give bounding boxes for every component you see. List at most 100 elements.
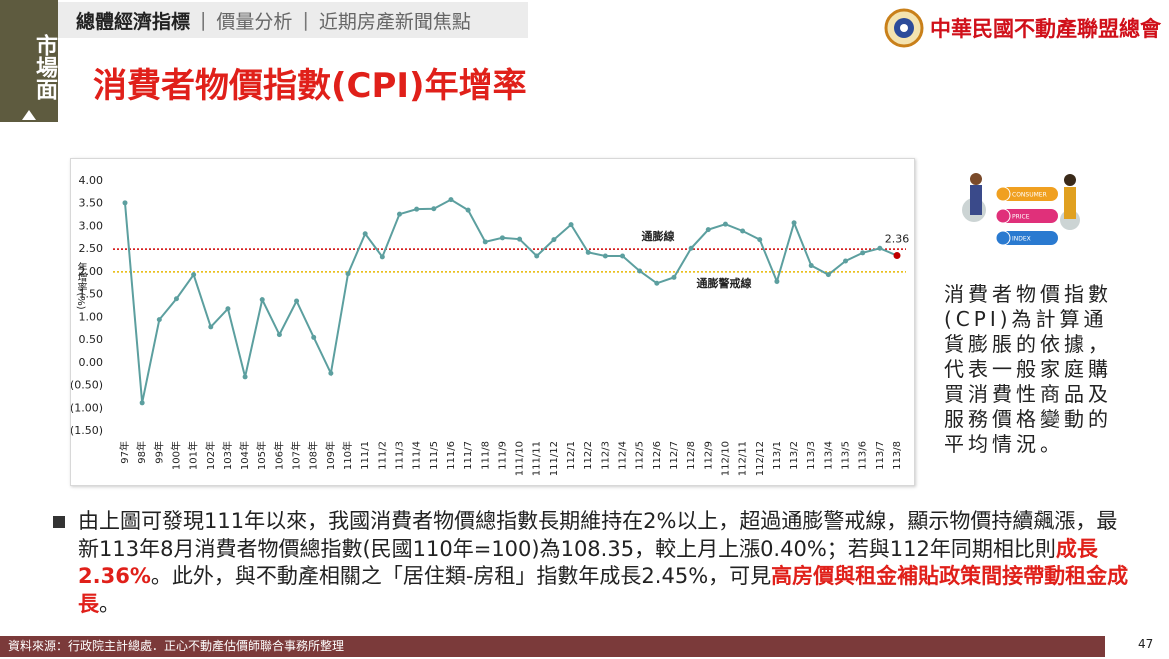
data-point — [465, 207, 471, 213]
side-tab-arrow — [22, 110, 36, 120]
y-axis-label: 年增率(%) — [75, 261, 87, 310]
x-tick-label: 111/5 — [429, 441, 440, 470]
y-tick-label: 3.50 — [79, 197, 104, 210]
data-point — [860, 250, 866, 256]
x-tick-label: 101年 — [187, 441, 200, 470]
illustration-text: PRICE — [1012, 214, 1030, 221]
data-point — [688, 245, 694, 251]
logo: 中華民國不動產聯盟總會 — [884, 8, 1161, 48]
data-point — [431, 206, 437, 212]
x-tick-label: 99年 — [152, 441, 165, 464]
data-point — [774, 278, 780, 284]
data-point — [294, 298, 300, 304]
logo-emblem — [884, 8, 924, 48]
cpi-illustration: CONSUMER PRICE INDEX — [962, 173, 1080, 246]
x-tick-label: 113/7 — [875, 441, 886, 470]
data-point — [757, 237, 763, 243]
data-point — [122, 200, 128, 206]
x-tick-label: 113/5 — [841, 441, 852, 470]
data-point — [517, 236, 523, 242]
illustration-text: CONSUMER — [1012, 192, 1047, 199]
x-tick-label: 111/1 — [360, 441, 371, 470]
data-point — [637, 268, 643, 274]
y-tick-label: 4.00 — [79, 174, 104, 187]
x-tick-label: 112/5 — [635, 441, 646, 470]
chart: 年增率(%) 4.00 3.50 3.00 2.50 2.00 1.50 1.00 0.50 0.… — [70, 174, 910, 476]
x-tick-label: 105年 — [255, 441, 268, 470]
reference-label: 通膨線 — [642, 229, 675, 243]
y-tick-label: 2.00 — [79, 265, 104, 278]
side-tab: 市場面 — [0, 0, 58, 122]
data-point — [705, 227, 711, 233]
x-tick-label: 112/10 — [720, 441, 731, 476]
page-number: 47 — [1138, 637, 1154, 651]
data-point — [654, 280, 660, 286]
x-tick-label: 111/7 — [463, 441, 474, 470]
chart-frame: 年增率(%) 4.00 3.50 3.00 2.50 2.00 1.50 1.00 0.50 0.… — [70, 158, 915, 486]
x-tick-label: 111/8 — [480, 441, 491, 470]
x-tick-label: 110年 — [341, 441, 354, 470]
x-tick-label: 106年 — [272, 441, 285, 470]
x-tick-label: 112/9 — [703, 441, 714, 470]
data-point — [722, 221, 728, 227]
data-point — [173, 296, 179, 302]
x-tick-label: 107年 — [290, 441, 303, 470]
logo-text: 中華民國不動產聯盟總會 — [930, 16, 1161, 41]
x-tick-label: 112/12 — [755, 441, 766, 476]
y-tick-label: 0.50 — [79, 333, 104, 346]
footer: 資料來源：行政院主計總處．正心不動產估價師聯合事務所整理 — [0, 636, 1105, 657]
data-point — [345, 271, 351, 277]
bullet-text: 由上圖可發現111年以來，我國消費者物價總指數長期維持在2%以上，超過通膨警戒線… — [78, 508, 1136, 618]
x-tick-label: 111/11 — [532, 441, 543, 476]
data-point — [191, 272, 197, 278]
x-tick-label: 97年 — [118, 441, 131, 464]
data-point — [276, 332, 282, 338]
data-point — [568, 222, 574, 228]
data-point — [379, 254, 385, 260]
data-point — [242, 374, 248, 380]
separator: | — [200, 9, 207, 31]
x-tick-label: 112/1 — [566, 441, 577, 470]
reference-label: 通膨警戒線 — [697, 276, 752, 290]
y-tick-label: 2.50 — [79, 242, 104, 255]
x-tick-label: 98年 — [135, 441, 148, 464]
data-point — [362, 231, 368, 237]
x-tick-label: 100年 — [169, 441, 182, 470]
x-tick-label: 103年 — [221, 441, 234, 470]
data-point — [225, 306, 231, 312]
x-tick-label: 112/3 — [600, 441, 611, 470]
data-point — [791, 220, 797, 226]
tab[interactable]: 近期房產新聞焦點 — [318, 10, 471, 33]
data-point — [499, 235, 505, 241]
y-tick-label: (1.50) — [71, 424, 103, 437]
side-text: 消費者物價指數(CPI)為計算通貨膨脹的依據，代表一般家庭購買消費性商品及服務價… — [944, 282, 1112, 456]
y-tick-label: 0.00 — [79, 356, 104, 369]
text: 由上圖可發現111年以來，我國消費者物價總指數長期維持在2%以上，超過通膨警戒線… — [78, 509, 1118, 561]
emphasis-text: 成長2.36% — [78, 536, 1098, 589]
data-point — [156, 317, 162, 323]
x-tick-label: 113/1 — [772, 441, 783, 470]
illustration-text: INDEX — [1012, 236, 1031, 243]
y-tick-label: (1.00) — [71, 401, 103, 414]
y-tick-label: 1.50 — [79, 288, 104, 301]
x-tick-label: 112/7 — [669, 441, 680, 470]
tab[interactable]: 總體經濟指標 — [76, 10, 191, 33]
data-point — [877, 245, 883, 251]
x-tick-label: 112/6 — [652, 441, 663, 470]
x-tick-label: 111/12 — [549, 441, 560, 476]
data-point — [808, 263, 814, 269]
data-line — [124, 198, 898, 404]
data-point — [534, 253, 540, 259]
data-point — [482, 239, 488, 245]
x-tick-label: 113/2 — [789, 441, 800, 470]
y-tick-label: 1.00 — [79, 310, 104, 323]
x-tick-label: 112/11 — [738, 441, 749, 476]
emphasis-text: 高房價與租金補貼政策間接帶動租金成長 — [78, 564, 1129, 616]
x-tick-label: 111/10 — [515, 441, 526, 476]
tab[interactable]: 價量分析 — [216, 10, 293, 33]
x-tick-label: 113/8 — [892, 441, 903, 470]
x-tick-label: 112/8 — [686, 441, 697, 470]
data-label: 2.36 — [885, 233, 910, 246]
title: 消費者物價指數(CPI)年增率 — [93, 66, 527, 106]
x-tick-label: 112/2 — [583, 441, 594, 470]
